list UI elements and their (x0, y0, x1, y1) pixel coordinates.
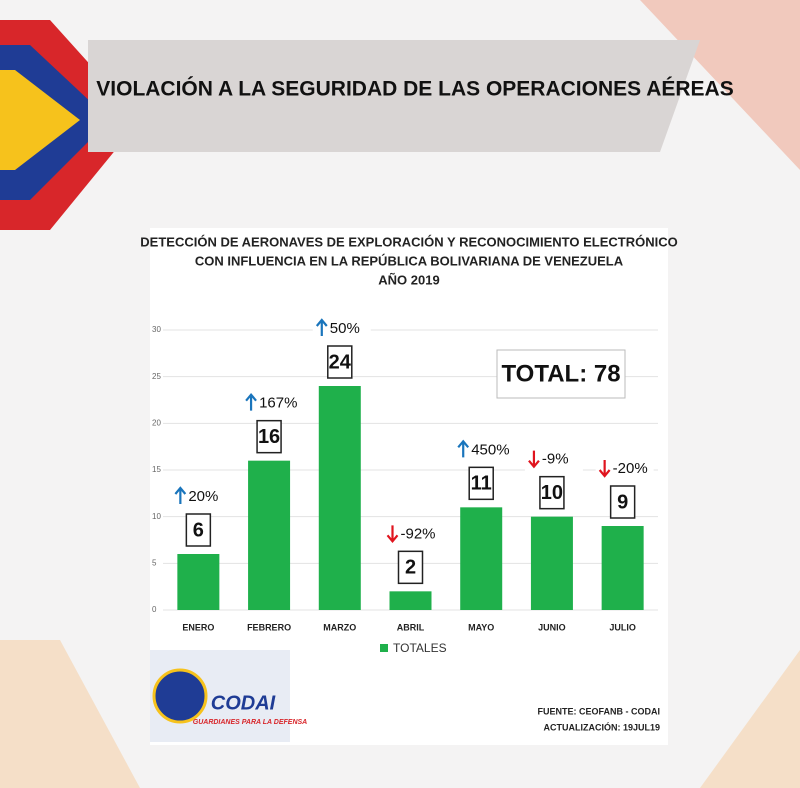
bar (389, 591, 432, 610)
value-box (468, 466, 494, 501)
x-tick-label: ABRIL (397, 622, 425, 632)
bar (248, 460, 291, 610)
chart-title: DETECCIÓN DE AERONAVES DE EXPLORACIÓN Y … (140, 234, 677, 249)
y-tick-label: 20 (152, 418, 161, 427)
arrow-down (598, 460, 611, 478)
corner-deco (0, 640, 140, 788)
value-label: 16 (258, 426, 280, 448)
value-label: 10 (541, 482, 563, 504)
value-box (185, 513, 212, 547)
stripe-yellow (0, 70, 80, 170)
legend-label: TOTALES (393, 641, 447, 655)
source: FUENTE: CEOFANB - CODAI (538, 706, 661, 716)
value-box (539, 475, 565, 510)
change-label: 20% (188, 488, 218, 505)
x-tick-label: FEBRERO (247, 622, 291, 632)
value-label: 24 (329, 351, 352, 373)
y-tick-label: 30 (152, 325, 161, 334)
y-tick-label: 25 (152, 372, 161, 381)
x-tick-label: MAYO (468, 622, 494, 632)
value-label: 9 (617, 491, 628, 513)
value-label: 11 (471, 473, 492, 495)
bar (318, 386, 361, 610)
arrow-down (386, 525, 399, 544)
y-tick-label: 5 (152, 558, 157, 567)
x-tick-label: JULIO (609, 622, 636, 632)
value-box (609, 485, 636, 519)
change-label: -20% (613, 460, 648, 477)
bar (530, 516, 573, 610)
y-tick-label: 0 (152, 605, 157, 614)
change-label: -9% (542, 451, 569, 468)
arrow-up (457, 439, 470, 458)
value-box (327, 345, 353, 379)
total-label: TOTAL: 78 (501, 360, 620, 387)
x-tick-label: ENERO (182, 622, 214, 632)
corner-deco (700, 650, 800, 788)
bar (460, 507, 503, 610)
x-tick-label: JUNIO (538, 622, 566, 632)
source: ACTUALIZACIÓN: 19JUL19 (543, 721, 660, 732)
y-tick-label: 15 (152, 465, 161, 474)
arrow-up (315, 318, 328, 336)
change-label: 50% (330, 320, 360, 337)
value-label: 2 (405, 557, 416, 579)
logo-emblem (152, 668, 208, 724)
value-label: 6 (193, 519, 204, 541)
header-title: VIOLACIÓN A LA SEGURIDAD DE LAS OPERACIO… (96, 77, 733, 101)
change-label: 167% (259, 395, 297, 412)
value-box (397, 550, 424, 585)
change-label: -92% (401, 525, 436, 542)
total-box (496, 349, 626, 399)
bar (601, 526, 644, 610)
arrow-down (528, 450, 540, 469)
header-band (88, 40, 700, 152)
chart-title: CON INFLUENCIA EN LA REPÚBLICA BOLIVARIA… (195, 253, 624, 268)
logo-motto: GUARDIANES PARA LA DEFENSA (193, 719, 307, 726)
y-tick-label: 10 (152, 512, 161, 521)
logo-name: CODAI (211, 692, 276, 714)
x-tick-label: MARZO (323, 622, 356, 632)
change-label: 450% (471, 441, 509, 458)
chart-title: AÑO 2019 (378, 272, 439, 287)
legend-swatch (380, 644, 388, 652)
arrow-up (245, 392, 257, 411)
arrow-up (174, 486, 187, 504)
bar (177, 554, 220, 610)
value-box (256, 419, 282, 454)
